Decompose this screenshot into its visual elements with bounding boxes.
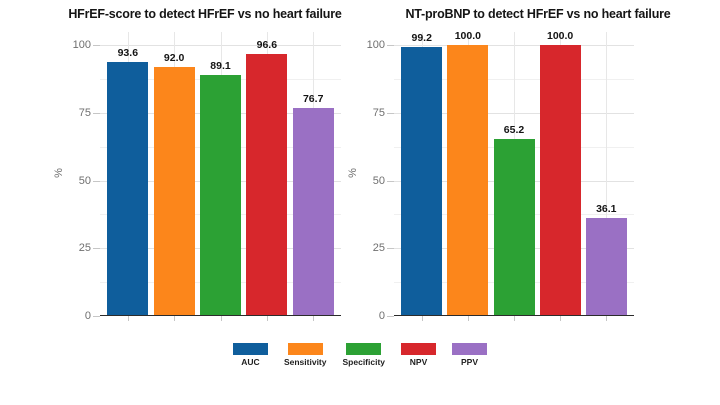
bar-sensitivity bbox=[153, 66, 195, 316]
legend-label: PPV bbox=[461, 357, 479, 367]
bar-value-label: 100.0 bbox=[547, 30, 574, 42]
y-axis-tick-label: 50 bbox=[372, 174, 385, 187]
legend-swatch bbox=[346, 343, 382, 355]
plot-area: % 99.2 100.0 65.2 100.0 36.1 0 25 50 75 100 bbox=[347, 30, 634, 322]
y-axis-tick-label: 75 bbox=[372, 106, 385, 119]
y-axis-tick bbox=[387, 112, 394, 114]
x-axis-tick bbox=[266, 316, 268, 321]
chart-panel-hfref-score: HFrEF-score to detect HFrEF vs no heart … bbox=[0, 0, 358, 340]
y-axis-tick-label: 25 bbox=[78, 242, 91, 255]
bar-npv bbox=[539, 45, 581, 316]
legend-swatch bbox=[452, 343, 488, 355]
plot-area: % 93.6 92.0 89.1 96.6 76.7 0 25 50 75 100 bbox=[53, 32, 341, 322]
x-axis-tick bbox=[313, 316, 315, 321]
x-axis-tick bbox=[174, 316, 176, 321]
bar-ppv bbox=[292, 108, 334, 316]
chart-title: HFrEF-score to detect HFrEF vs no heart … bbox=[68, 7, 342, 21]
legend-label: NPV bbox=[409, 357, 428, 367]
y-axis-tick-label: 25 bbox=[372, 242, 385, 255]
y-axis-tick-label: 100 bbox=[72, 39, 91, 51]
bar-specificity bbox=[493, 139, 535, 316]
bar-value-label: 96.6 bbox=[256, 39, 278, 52]
legend: AUC Sensitivity Specificity NPV PPV bbox=[0, 343, 720, 367]
y-axis-tick bbox=[93, 316, 100, 317]
y-axis-tick bbox=[387, 180, 394, 182]
bar-value-label: 76.7 bbox=[302, 93, 324, 106]
bar-value-label: 92.0 bbox=[163, 51, 185, 64]
legend-label: Specificity bbox=[342, 357, 386, 367]
x-axis-tick bbox=[560, 316, 562, 321]
y-axis-tick bbox=[93, 180, 100, 182]
bar-value-label: 93.6 bbox=[117, 47, 139, 60]
bar-npv bbox=[246, 54, 288, 316]
chart-panel-nt-probnp: NT-proBNP to detect HFrEF vs no heart fa… bbox=[347, 0, 720, 340]
y-axis-tick-label: 100 bbox=[366, 39, 385, 51]
bar-value-label: 89.1 bbox=[210, 59, 231, 72]
x-axis-tick bbox=[606, 316, 608, 321]
legend-item-sensitivity: Sensitivity bbox=[284, 343, 327, 367]
x-axis-tick bbox=[467, 316, 469, 321]
legend-swatch bbox=[287, 343, 323, 355]
y-axis-tick bbox=[93, 248, 100, 250]
legend-item-ppv: PPV bbox=[452, 343, 488, 367]
legend-item-npv: NPV bbox=[401, 343, 437, 367]
legend-label: AUC bbox=[241, 357, 260, 367]
y-axis-tick-label: 0 bbox=[84, 310, 91, 322]
bar-ppv bbox=[585, 218, 627, 316]
bar-auc bbox=[401, 47, 443, 316]
bar-specificity bbox=[200, 74, 241, 316]
x-axis-tick bbox=[421, 316, 423, 321]
x-axis-line bbox=[100, 314, 341, 316]
legend-item-specificity: Specificity bbox=[342, 343, 386, 367]
bar-sensitivity bbox=[447, 45, 489, 316]
gridline-vertical bbox=[606, 32, 608, 316]
x-axis-line bbox=[394, 314, 634, 316]
y-axis-tick bbox=[387, 316, 394, 317]
legend-item-auc: AUC bbox=[232, 343, 268, 367]
x-axis-tick bbox=[220, 316, 222, 321]
bar-value-label: 99.2 bbox=[411, 32, 432, 45]
bar-value-label: 36.1 bbox=[596, 203, 617, 216]
legend-label: Sensitivity bbox=[283, 357, 327, 367]
legend-swatch bbox=[232, 343, 268, 355]
chart-title: NT-proBNP to detect HFrEF vs no heart fa… bbox=[405, 7, 671, 21]
y-axis-tick bbox=[93, 45, 100, 46]
legend-swatch bbox=[401, 343, 437, 355]
bar-value-label: 65.2 bbox=[503, 124, 525, 137]
y-axis-tick-label: 75 bbox=[78, 106, 91, 119]
y-axis-tick bbox=[387, 45, 394, 46]
y-axis-tick-label: 0 bbox=[378, 310, 385, 322]
y-axis-tick-label: 50 bbox=[78, 174, 91, 187]
y-axis-tick bbox=[93, 112, 100, 114]
x-axis-tick bbox=[514, 316, 515, 321]
bar-auc bbox=[107, 62, 149, 316]
x-axis-tick bbox=[127, 316, 129, 321]
y-axis-tick bbox=[387, 248, 394, 250]
bar-value-label: 100.0 bbox=[454, 30, 481, 42]
